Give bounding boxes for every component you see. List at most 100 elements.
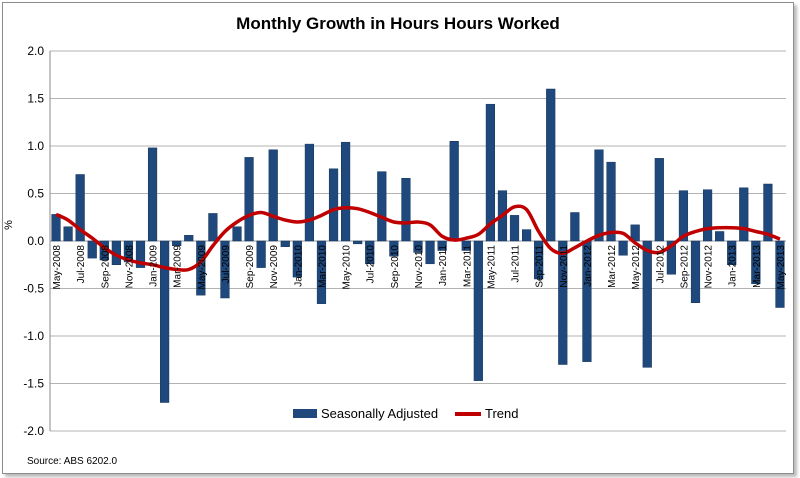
bar-Mar-2013 bbox=[751, 240, 761, 284]
bar-Feb-2010 bbox=[304, 143, 315, 242]
y-tick-label: -0.5 bbox=[23, 282, 44, 296]
y-tick-label: -2.0 bbox=[23, 424, 44, 438]
bar-Oct-2010 bbox=[401, 178, 411, 242]
bar-Nov-2009 bbox=[268, 149, 278, 242]
bar-May-2011 bbox=[485, 103, 495, 242]
x-tick-label: Jul-2012 bbox=[655, 245, 666, 284]
legend: Seasonally Adjusted Trend bbox=[293, 406, 518, 421]
y-tick-labels: 2.0 1.5 1.0 0.5 0.0 -0.5 -1.0 -1.5 -2.0 bbox=[23, 44, 44, 438]
x-tick-label: Mar-2010 bbox=[317, 245, 328, 288]
bar-Feb-2009 bbox=[160, 240, 170, 403]
bar-Jul-2011 bbox=[509, 215, 520, 242]
bar-Jun-2012 bbox=[642, 240, 652, 368]
bar-May-2013 bbox=[775, 240, 785, 308]
x-tick-label: Nov-2012 bbox=[704, 245, 715, 289]
source-note: Source: ABS 6202.0 bbox=[27, 456, 118, 467]
bar-May-2009 bbox=[196, 240, 206, 296]
y-tick-label: 1.5 bbox=[27, 92, 44, 106]
y-tick-label: 2.0 bbox=[27, 44, 44, 58]
bar-Dec-2012 bbox=[715, 231, 725, 242]
bar-Apr-2009 bbox=[184, 235, 194, 242]
bar-Jan-2010 bbox=[292, 240, 302, 278]
bar-Aug-2008 bbox=[87, 240, 97, 259]
bar-Jan-2011 bbox=[437, 240, 447, 251]
x-tick-label: Sep-2010 bbox=[390, 245, 401, 289]
bar-Mar-2012 bbox=[606, 161, 616, 242]
x-tick-label: Sep-2011 bbox=[535, 245, 546, 288]
y-tick-label: -1.0 bbox=[23, 329, 44, 343]
x-tick-label: Mar-2011 bbox=[462, 245, 473, 287]
x-tick-label: May-2013 bbox=[776, 245, 787, 290]
x-tick-label: May-2009 bbox=[197, 245, 208, 290]
bar-Aug-2010 bbox=[377, 171, 387, 242]
bar-May-2010 bbox=[341, 141, 351, 242]
trend-line bbox=[55, 204, 781, 272]
bar-Apr-2013 bbox=[763, 183, 773, 242]
bar-Jun-2008 bbox=[63, 226, 73, 242]
bar-Dec-2008 bbox=[135, 240, 146, 268]
bar-Mar-2009 bbox=[172, 240, 182, 246]
x-tick-label: May-2012 bbox=[631, 245, 642, 290]
bar-Jan-2009 bbox=[147, 147, 158, 242]
bar-Nov-2012 bbox=[702, 189, 713, 242]
x-tick-label: Mar-2012 bbox=[607, 245, 618, 288]
x-tick-label: Sep-2008 bbox=[100, 245, 111, 289]
x-tick-label: Jul-2011 bbox=[511, 245, 522, 283]
bar-Jan-2013 bbox=[727, 240, 737, 265]
bar-Apr-2012 bbox=[618, 240, 628, 256]
bar-Sep-2009 bbox=[244, 157, 254, 242]
y-tick-label: 1.0 bbox=[27, 139, 44, 153]
bar-Feb-2013 bbox=[739, 187, 749, 242]
x-tick-label: Jul-2009 bbox=[221, 245, 232, 284]
bar-Jul-2008 bbox=[75, 174, 85, 242]
y-tick-label: -1.5 bbox=[23, 377, 44, 391]
bar-Sep-2010 bbox=[389, 240, 399, 257]
bar-Nov-2010 bbox=[413, 240, 423, 253]
x-tick-label: Jan-2012 bbox=[583, 245, 594, 287]
bar-Dec-2009 bbox=[280, 240, 290, 247]
bar-Sep-2011 bbox=[534, 240, 544, 280]
x-tick-label: Sep-2012 bbox=[679, 245, 690, 289]
bar-Jun-2010 bbox=[353, 240, 363, 245]
legend-swatch-bar bbox=[293, 409, 317, 418]
bar-Oct-2011 bbox=[546, 88, 556, 242]
chart-frame: Monthly Growth in Hours Hours Worked % 2… bbox=[2, 2, 794, 474]
x-tick-label: Jul-2008 bbox=[76, 245, 87, 284]
x-tick-label: Jan-2010 bbox=[293, 245, 304, 287]
bar-May-2008 bbox=[51, 214, 61, 242]
x-tick-label: Jul-2010 bbox=[366, 245, 377, 284]
x-tick-label: Mar-2009 bbox=[173, 245, 184, 288]
bar-Apr-2010 bbox=[328, 168, 339, 242]
x-tick-label: May-2011 bbox=[486, 245, 497, 289]
bar-Aug-2011 bbox=[521, 229, 532, 242]
bar-Oct-2012 bbox=[690, 240, 701, 303]
bar-Jul-2009 bbox=[220, 240, 230, 299]
bar-Feb-2012 bbox=[594, 149, 604, 242]
x-tick-label: May-2010 bbox=[342, 245, 353, 290]
bar-Mar-2011 bbox=[461, 240, 471, 251]
bar-Dec-2010 bbox=[425, 240, 435, 265]
y-tick-label: 0.5 bbox=[27, 187, 44, 201]
bar-Jun-2009 bbox=[208, 213, 218, 242]
bar-Sep-2012 bbox=[678, 190, 689, 242]
bar-Mar-2010 bbox=[316, 240, 327, 304]
legend-label-seasonally-adjusted: Seasonally Adjusted bbox=[321, 406, 438, 421]
x-tick-labels: May-2008 Jul-2008 Sep-2008 Nov-2008 Jan-2009… bbox=[52, 245, 787, 290]
bar-Aug-2012 bbox=[666, 240, 676, 275]
x-tick-label: Nov-2010 bbox=[414, 245, 425, 289]
x-tick-label: Mar-2013 bbox=[752, 245, 763, 288]
x-tick-label: Jan-2013 bbox=[728, 245, 739, 287]
trend-series bbox=[55, 204, 781, 272]
bar-Dec-2011 bbox=[570, 212, 580, 242]
bar-series bbox=[51, 88, 785, 403]
bar-Jul-2012 bbox=[654, 158, 664, 242]
bar-Aug-2009 bbox=[232, 226, 242, 242]
x-tick-label: Jan-2009 bbox=[149, 245, 160, 287]
bar-Nov-2008 bbox=[123, 240, 134, 263]
x-tick-label: May-2008 bbox=[52, 245, 63, 290]
bar-Jul-2010 bbox=[365, 240, 375, 265]
bar-Feb-2011 bbox=[449, 141, 459, 242]
x-tick-label: Jan-2011 bbox=[438, 245, 449, 286]
chart-svg: Monthly Growth in Hours Hours Worked % 2… bbox=[3, 14, 787, 467]
y-axis-label: % bbox=[3, 220, 15, 230]
